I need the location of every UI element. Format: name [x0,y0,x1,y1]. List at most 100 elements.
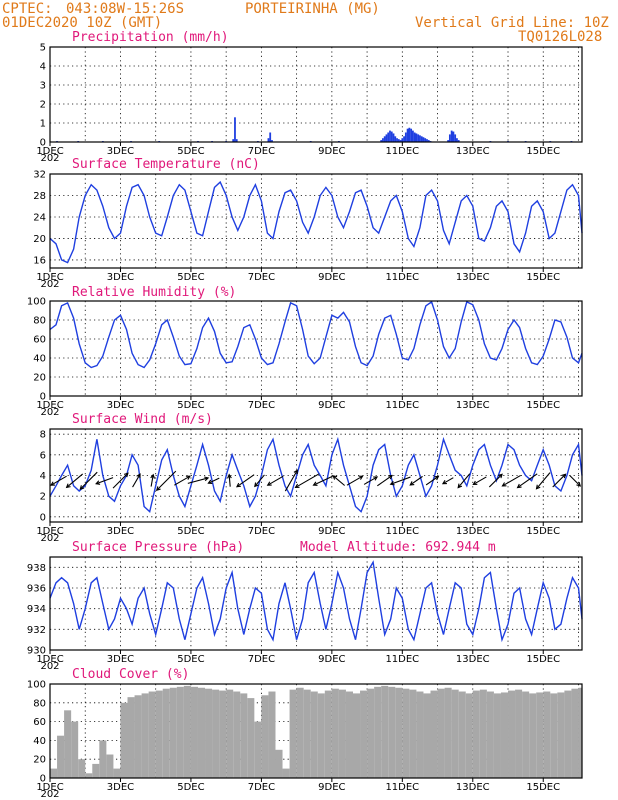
wind-arrow-head [227,473,232,479]
wind-arrow-head [293,469,298,475]
panel-frame [49,300,583,397]
y-tick-label: 80 [33,698,46,709]
y-tick-label: 936 [27,584,46,595]
precip-bar [408,127,411,142]
panel-wind: 0 2 4 6 8 1DEC 3DEC 5DEC 7DEC 9DEC 11DEC 13DEC 15DEC… [36,412,583,544]
wind-arrow [569,474,581,487]
precip-bar [235,139,238,142]
panel-title: Surface Temperature (nC) [72,157,260,172]
precip-bar [267,138,270,142]
cloud-cover-bar [261,695,269,778]
precip-bar [422,137,425,142]
cloud-cover-bar [550,693,558,778]
cloud-cover-bar [367,688,375,778]
precip-bar [232,139,235,142]
cloud-cover-bar [275,749,283,778]
cloud-cover-bar [564,690,572,778]
x-tick-label: 15DEC [526,400,560,411]
y-tick-label: 930 [27,646,46,657]
x-tick-label: 15DEC [526,272,560,283]
x-tick-label: 7DEC [248,146,275,157]
cloud-cover-bar [205,688,213,778]
y-tick-label: 932 [27,625,46,636]
precip-bar [420,136,423,142]
wind-arrow-head [204,476,210,482]
cloud-cover-bar [57,735,65,778]
wind-arrow [95,477,114,485]
wind-arrow [332,475,345,486]
precip-bar [456,138,458,142]
precip-bar [413,132,416,142]
precip-bar [234,117,236,142]
x-tick-label: 3DEC [107,272,134,283]
cloud-cover-bar [64,710,72,778]
cloud-cover-bar [78,759,86,778]
precip-bar [427,140,430,142]
x-tick-label: 13DEC [456,400,490,411]
header-source: CPTEC: [2,1,53,17]
cloud-cover-bar [465,693,473,778]
precip-bar [410,128,413,142]
x-tick-label: 15DEC [526,526,560,537]
wind-arrow-head [576,481,582,487]
precip-bar [415,133,418,142]
cloud-cover-bar [226,689,234,778]
cloud-cover-bar [416,691,424,778]
wind-arrow [552,473,566,488]
x-tick-label: 3DEC [107,146,134,157]
cloud-cover-bar [183,685,191,778]
header-run: 01DEC2020 10Z (GMT) [2,15,162,31]
x-tick-label: 5DEC [177,272,204,283]
rh-series-line [49,300,583,369]
y-tick-label: 0 [40,512,46,523]
panels-layer: 0 1 2 3 4 5 1DEC 3DEC 5DEC 7DEC 9DEC 11DEC 13DEC 15DE… [27,30,583,800]
precip-bar [452,131,455,142]
y-tick-label: 40 [33,736,46,747]
y-tick-label: 20 [33,373,46,384]
cloud-cover-bar [451,689,459,778]
wind-arrow-head [373,476,379,481]
cloud-cover-bar [289,689,297,778]
wind-arrow [228,474,231,487]
cloud-cover-bar [190,686,198,778]
cloud-cover-bar [352,693,361,778]
wind-arrow-head [516,483,522,489]
y-tick-label: 4 [40,62,46,73]
wind-arrow [390,476,411,485]
cloud-cover-bar [303,689,311,778]
cloud-cover-bar [148,691,156,778]
wind-arrow-head [235,482,241,488]
cloud-cover-bar [515,689,523,778]
panel-title: Cloud Cover (%) [72,667,189,682]
panel-precip: 0 1 2 3 4 5 1DEC 3DEC 5DEC 7DEC 9DEC 11DEC 13DEC 15DE… [36,30,583,164]
precip-bar [406,128,409,142]
wind-arrow [112,472,129,489]
y-tick-label: 1 [40,119,46,130]
precip-bar [454,134,457,142]
wind-arrow [442,477,454,485]
y-tick-label: 40 [33,354,46,365]
x-year-stub: 202 [40,153,59,164]
panel-frame [49,46,583,143]
panel-rh: 0 20 40 60 80 100 1DEC 3DEC 5DEC 7DEC 9DEC 11DEC 13D… [27,285,583,418]
x-tick-label: 11DEC [385,146,419,157]
x-tick-label: 1DEC [36,654,63,665]
precip-bar [269,132,272,142]
panel-title: Surface Wind (m/s) [72,412,213,427]
cloud-cover-bar [331,688,339,778]
cloud-cover-bar [324,690,332,778]
cloud-cover-bar [141,693,149,778]
x-tick-label: 11DEC [385,654,419,665]
x-tick-label: 7DEC [248,400,275,411]
wind-arrow-head [123,472,129,478]
y-tick-label: 4 [40,471,46,482]
cloud-cover-bar [169,687,177,778]
precip-bar [457,140,460,142]
wind-arrow [236,474,255,488]
precip-bar [385,134,388,142]
wind-arrow-head [207,479,213,485]
cloud-cover-bar [317,693,325,778]
precip-bar [397,139,400,142]
y-tick-label: 2 [40,100,46,111]
precip-bar [380,140,383,142]
